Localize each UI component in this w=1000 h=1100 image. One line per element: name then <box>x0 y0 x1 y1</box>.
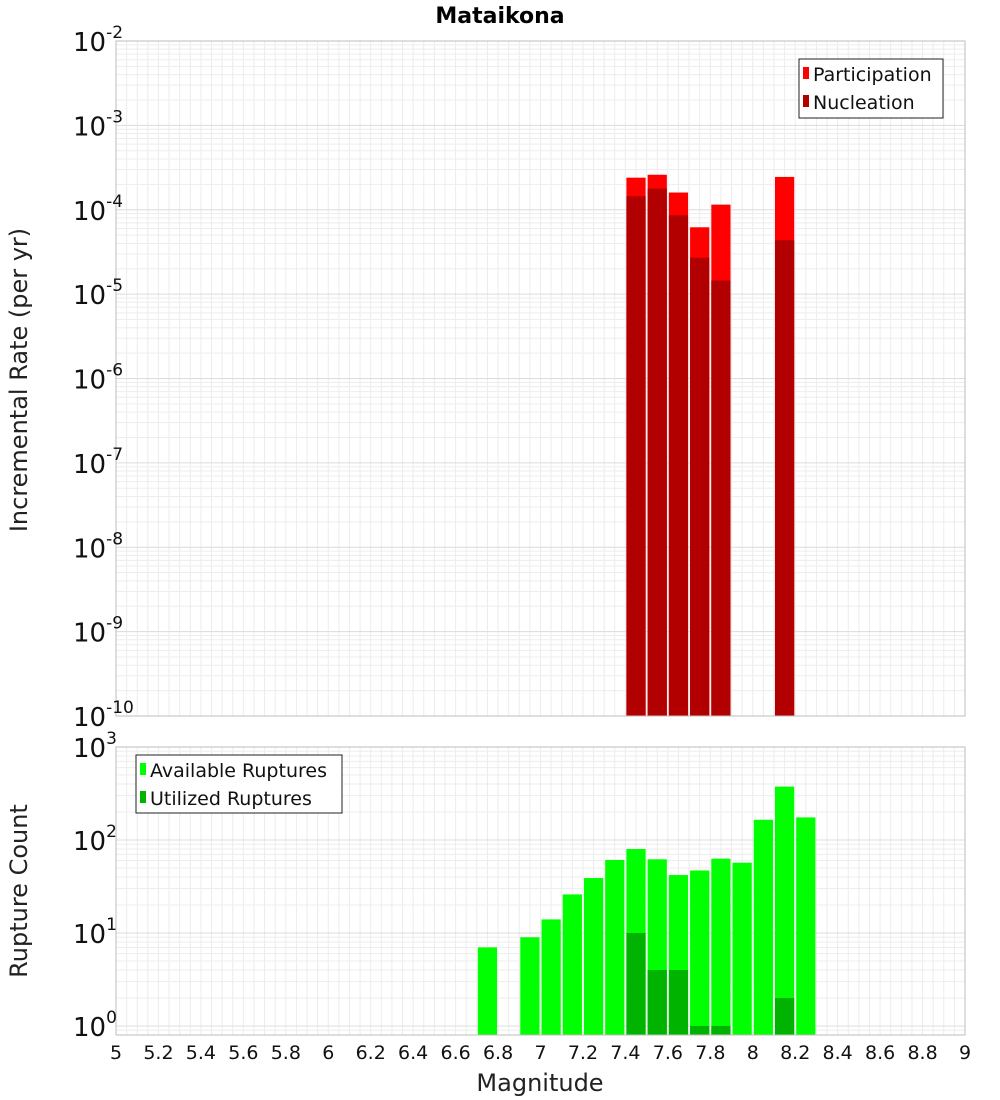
legend-label: Participation <box>813 64 932 86</box>
bar-available-ruptures <box>477 947 498 1035</box>
bar-utilized-ruptures <box>647 969 667 1035</box>
x-tick-label: 6.4 <box>398 1042 428 1064</box>
bar-utilized-ruptures <box>668 969 689 1035</box>
grid <box>115 41 966 717</box>
x-axis-label: Magnitude <box>476 1069 603 1097</box>
bar-available-ruptures <box>732 862 752 1035</box>
x-tick-label: 7.4 <box>610 1042 640 1064</box>
y-tick-labels: 100 101 102 103 <box>73 729 117 1043</box>
x-tick-label: 8.8 <box>907 1042 937 1064</box>
bar-available-ruptures <box>774 786 795 1035</box>
y-tick-label: 101 <box>73 915 117 950</box>
y-tick-label: 10-10 <box>73 698 134 733</box>
chart-title: Mataikona <box>435 4 564 29</box>
y-tick-label: 10-2 <box>73 23 123 58</box>
rate-plot: 10-10 10-9 10-8 10-7 10-6 10-5 10-4 10-3 10-2 Inc… <box>5 23 966 733</box>
bar-nucleation <box>647 188 667 716</box>
legend-label: Available Ruptures <box>150 760 327 782</box>
y-tick-label: 10-5 <box>73 276 123 311</box>
bar-utilized-ruptures <box>774 997 795 1035</box>
x-tick-label: 7 <box>534 1042 546 1064</box>
bar-nucleation <box>774 240 795 716</box>
bar-available-ruptures <box>753 819 773 1035</box>
x-tick-label: 7.8 <box>695 1042 725 1064</box>
bar-available-ruptures <box>562 894 582 1035</box>
y-tick-labels: 10-10 10-9 10-8 10-7 10-6 10-5 10-4 10-3 10-2 <box>73 23 134 733</box>
y-tick-label: 10-9 <box>73 614 123 649</box>
bar-available-ruptures <box>605 859 625 1035</box>
y-tick-label: 103 <box>73 729 117 764</box>
bar-available-ruptures <box>690 870 710 1035</box>
plot-frame <box>115 40 966 717</box>
x-tick-label: 6.2 <box>356 1042 386 1064</box>
bar-available-ruptures <box>711 858 731 1035</box>
legend: Available Ruptures Utilized Ruptures <box>135 754 343 814</box>
x-tick-label: 5.4 <box>186 1042 216 1064</box>
bar-available-ruptures <box>583 878 604 1035</box>
x-tick-label: 8 <box>747 1042 759 1064</box>
x-tick-label: 5.2 <box>143 1042 173 1064</box>
legend-swatch <box>803 67 809 79</box>
plot-frame <box>115 746 966 1036</box>
x-tick-label: 7.6 <box>653 1042 683 1064</box>
x-tick-label: 9 <box>959 1042 971 1064</box>
y-tick-label: 10-4 <box>73 192 123 227</box>
x-tick-label: 8.2 <box>780 1042 810 1064</box>
legend-label: Nucleation <box>813 92 915 114</box>
x-tick-label: 6 <box>322 1042 334 1064</box>
y-tick-label: 10-7 <box>73 445 123 480</box>
legend-box <box>135 754 343 814</box>
bar-nucleation <box>626 196 646 716</box>
x-tick-label: 5.6 <box>228 1042 258 1064</box>
legend-swatch <box>140 791 146 803</box>
x-tick-labels: 5 5.2 5.4 5.6 5.8 6 6.2 6.4 6.6 6.8 7 7.2 7.4 7.6 7.8 8… <box>110 1042 971 1064</box>
y-tick-label: 10-8 <box>73 529 123 564</box>
bar-utilized-ruptures <box>711 1025 731 1035</box>
y-tick-label: 10-3 <box>73 107 123 142</box>
legend-box <box>798 58 944 119</box>
y-axis-label: Incremental Rate (per yr) <box>5 228 33 532</box>
bar-available-ruptures <box>796 817 816 1035</box>
bar-nucleation <box>690 257 710 716</box>
legend: Participation Nucleation <box>798 58 944 119</box>
bar-available-ruptures <box>520 937 540 1035</box>
x-tick-label: 8.6 <box>865 1042 895 1064</box>
legend-swatch <box>140 763 146 775</box>
y-tick-label: 10-6 <box>73 361 123 396</box>
legend-label: Utilized Ruptures <box>150 788 312 810</box>
series-nucleation <box>626 188 795 717</box>
series-utilized-ruptures <box>626 932 795 1035</box>
x-tick-label: 7.2 <box>568 1042 598 1064</box>
bar-utilized-ruptures <box>690 1025 710 1035</box>
y-tick-label: 102 <box>73 822 117 857</box>
x-tick-label: 6.6 <box>440 1042 470 1064</box>
legend-swatch <box>803 95 809 107</box>
bar-nucleation <box>668 215 689 717</box>
x-tick-label: 5 <box>110 1042 122 1064</box>
x-tick-label: 6.8 <box>483 1042 513 1064</box>
bar-available-ruptures <box>541 919 561 1035</box>
bar-utilized-ruptures <box>626 932 646 1035</box>
y-axis-label: Rupture Count <box>5 804 33 978</box>
x-tick-label: 5.8 <box>271 1042 301 1064</box>
y-tick-label: 100 <box>73 1008 117 1043</box>
x-tick-label: 8.4 <box>823 1042 853 1064</box>
bar-nucleation <box>711 280 731 716</box>
